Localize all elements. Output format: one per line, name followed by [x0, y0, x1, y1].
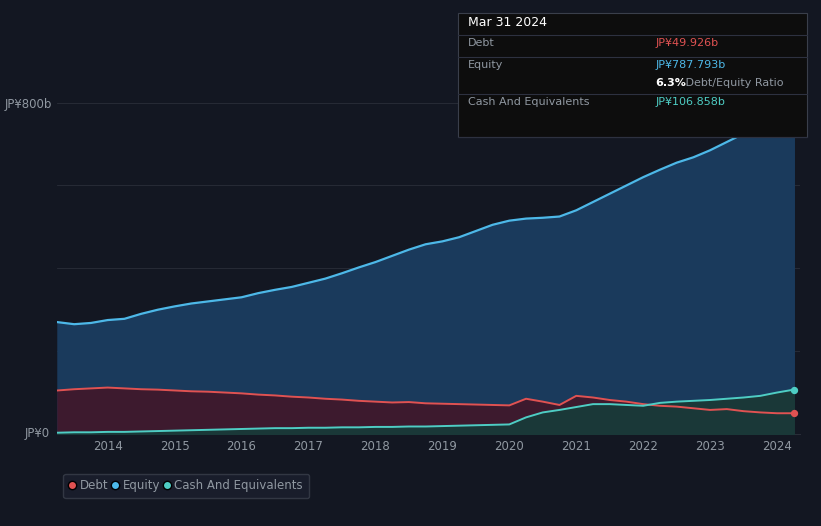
Text: Debt: Debt — [468, 38, 495, 48]
Point — [787, 386, 800, 394]
Text: JP¥0: JP¥0 — [25, 428, 50, 440]
Text: JP¥106.858b: JP¥106.858b — [655, 97, 725, 107]
Text: Cash And Equivalents: Cash And Equivalents — [468, 97, 589, 107]
Point — [787, 104, 800, 112]
Legend: Debt, Equity, Cash And Equivalents: Debt, Equity, Cash And Equivalents — [63, 473, 309, 498]
Text: Debt/Equity Ratio: Debt/Equity Ratio — [682, 78, 784, 88]
Text: Mar 31 2024: Mar 31 2024 — [468, 16, 547, 29]
Text: JP¥49.926b: JP¥49.926b — [655, 38, 718, 48]
Text: 6.3%: 6.3% — [655, 78, 686, 88]
Text: Equity: Equity — [468, 60, 503, 70]
Text: JP¥787.793b: JP¥787.793b — [655, 60, 726, 70]
Point — [787, 409, 800, 418]
